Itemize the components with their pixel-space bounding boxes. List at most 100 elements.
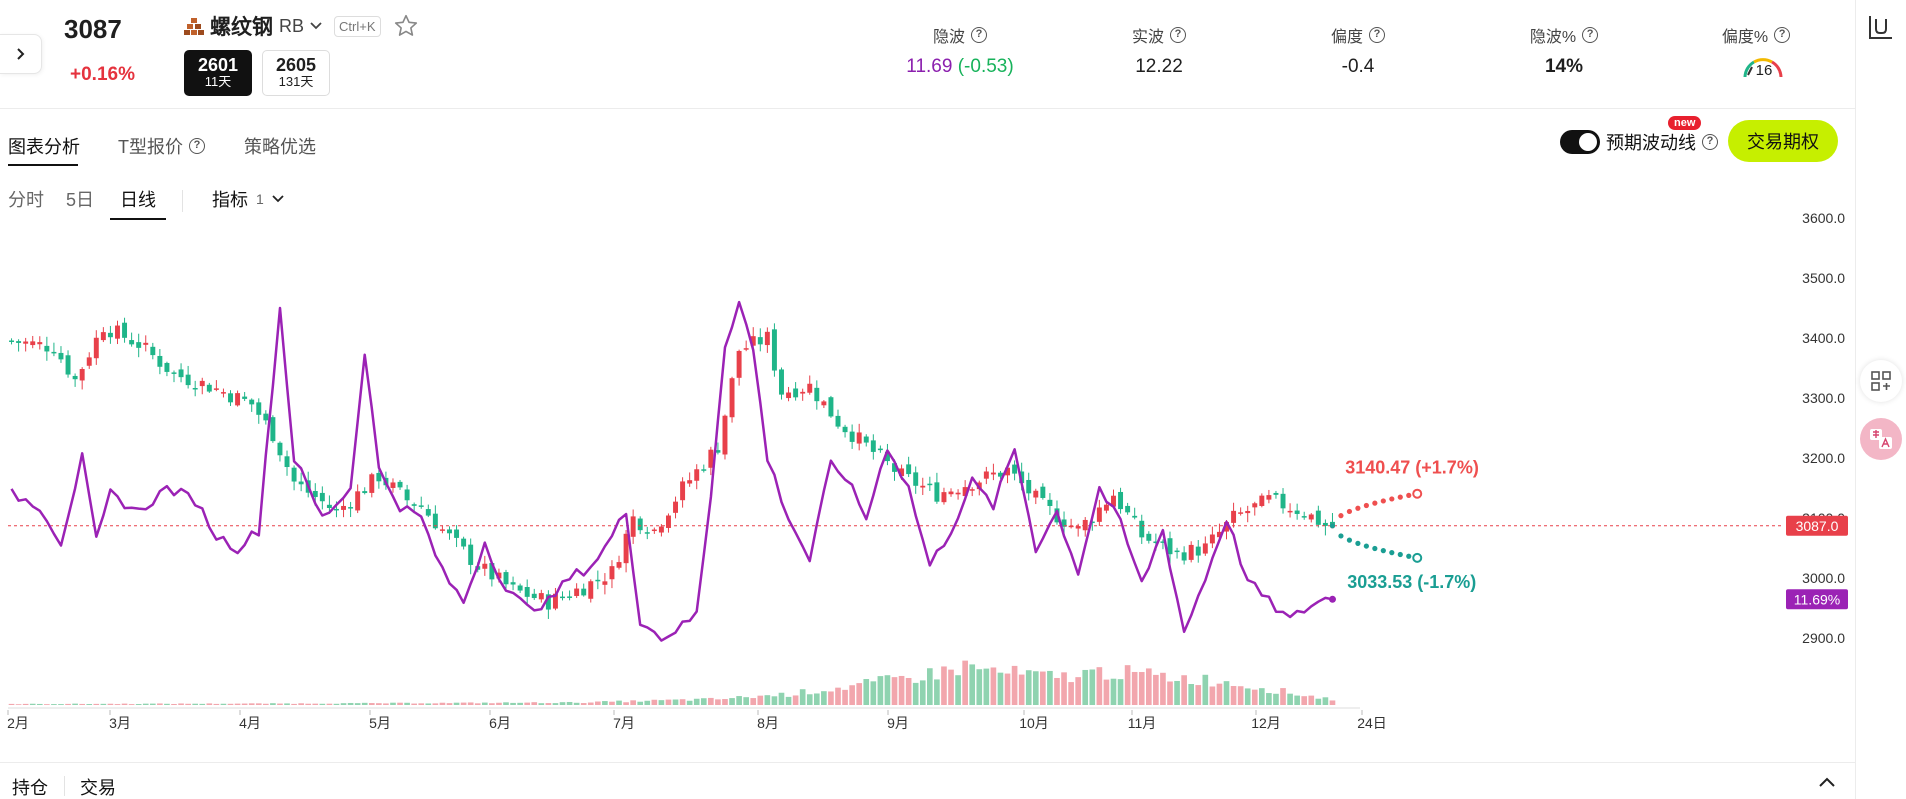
candle-body	[927, 483, 933, 486]
translate-button[interactable]	[1860, 418, 1902, 460]
candle-body	[1139, 520, 1145, 538]
candle-body	[1273, 492, 1279, 495]
new-badge: new	[1668, 116, 1702, 130]
contract-2605-button[interactable]: 2605 131天	[262, 50, 330, 96]
candle-body	[93, 337, 99, 359]
candle-body	[1153, 541, 1159, 544]
candle-body	[256, 402, 262, 415]
candle-body	[581, 588, 587, 596]
volume-bar	[255, 703, 262, 705]
x-tick-label: 10月	[1019, 715, 1049, 731]
tab-chart-analysis[interactable]: 图表分析	[8, 126, 80, 166]
volume-bar	[1096, 667, 1103, 705]
candle-body	[199, 380, 205, 387]
volume-bar	[927, 668, 933, 705]
main-panel: 3087 +0.16% 螺纹钢 RB Ctrl+K 2601 11天 2605 …	[0, 12, 1855, 798]
candle-body	[171, 372, 177, 374]
forecast-down-dot	[1363, 543, 1369, 549]
contract-2601-button[interactable]: 2601 11天	[184, 50, 252, 96]
candle-body	[1047, 499, 1053, 506]
forecast-up-dot	[1355, 505, 1361, 511]
tab-t-quote[interactable]: T型报价?	[118, 126, 205, 166]
candle-body	[362, 491, 368, 494]
help-icon[interactable]: ?	[1369, 27, 1385, 43]
candle-body	[1287, 510, 1293, 513]
volume-bar	[171, 703, 177, 705]
chevron-up-icon[interactable]	[1818, 776, 1836, 790]
volume-bar	[347, 702, 354, 705]
toggle-switch[interactable]	[1560, 130, 1600, 154]
volume-bar	[573, 702, 580, 705]
chart-style-button[interactable]	[1860, 6, 1902, 48]
candle-body	[284, 456, 290, 468]
star-icon[interactable]	[393, 13, 419, 39]
x-tick-label: 6月	[489, 715, 511, 731]
volume-bar	[616, 700, 622, 705]
indicator-label: 指标	[212, 190, 248, 210]
volume-bar	[1209, 686, 1216, 705]
volume-bar	[333, 703, 340, 705]
forecast-down-dot	[1397, 551, 1403, 558]
chevron-down-icon	[310, 22, 322, 30]
volume-bar	[86, 704, 93, 705]
help-icon[interactable]: ?	[189, 138, 205, 154]
candle-body	[1238, 512, 1244, 514]
volume-bar	[1018, 674, 1025, 705]
volume-bar	[1216, 683, 1223, 705]
help-icon[interactable]: ?	[1702, 134, 1718, 150]
candle-body	[722, 415, 728, 455]
trade-options-button[interactable]: 交易期权	[1728, 120, 1838, 162]
volume-bars	[8, 660, 1336, 705]
volume-bar	[1301, 696, 1308, 705]
candle-body	[185, 374, 191, 386]
layout-button[interactable]	[1860, 360, 1902, 402]
help-icon[interactable]: ?	[1170, 27, 1186, 43]
period-5day[interactable]: 5日	[66, 190, 95, 210]
candle-body	[489, 563, 495, 580]
help-icon[interactable]: ?	[1774, 27, 1791, 43]
symbol-selector[interactable]: 螺纹钢 RB Ctrl+K	[184, 12, 419, 40]
candle-body	[1118, 491, 1124, 510]
indicator-dropdown[interactable]: 指标 1	[212, 186, 284, 212]
tab-strategy[interactable]: 策略优选	[244, 126, 316, 166]
candle-body	[157, 355, 163, 367]
volume-bar	[651, 699, 658, 705]
price-chart[interactable]: 3600.03500.03400.03300.03200.03100.03000…	[0, 180, 1855, 740]
volume-bar	[849, 685, 855, 705]
volume-bar	[962, 660, 968, 705]
period-daily[interactable]: 日线	[120, 190, 156, 210]
volume-bar	[418, 703, 425, 705]
help-icon[interactable]: ?	[971, 27, 987, 43]
volume-bar	[708, 697, 714, 705]
expand-sidebar-button[interactable]	[0, 34, 42, 74]
candle-body	[630, 516, 636, 537]
metric-value: 16	[1755, 61, 1773, 79]
volume-bar	[404, 702, 410, 705]
candle-body	[1202, 543, 1208, 554]
candle-body	[447, 529, 452, 534]
volume-bar	[312, 703, 319, 705]
tab-trade[interactable]: 交易	[80, 778, 116, 798]
help-icon[interactable]: ?	[1582, 27, 1599, 43]
tab-positions[interactable]: 持仓	[12, 778, 48, 798]
expected-vol-line-toggle[interactable]: 预期波动线 ?	[1560, 128, 1718, 156]
period-intraday[interactable]: 分时	[8, 190, 44, 210]
expected-move-cone	[1329, 488, 1423, 563]
volume-bar	[531, 702, 538, 705]
candle-body	[1111, 495, 1116, 507]
metric-label: 偏度	[1330, 29, 1363, 46]
contract-days-left: 11天	[204, 74, 232, 89]
volume-bar	[93, 703, 100, 705]
candle-body	[333, 508, 339, 511]
forecast-up-dot	[1338, 513, 1344, 519]
candle-body	[1209, 534, 1215, 544]
volume-bar	[121, 703, 128, 705]
candle-body	[369, 474, 375, 493]
y-tick-label: 3300.0	[1802, 390, 1845, 406]
candle-body	[411, 504, 417, 506]
volume-bar	[828, 691, 834, 705]
x-tick-label: 5月	[369, 715, 391, 731]
volume-bar	[679, 699, 686, 705]
tab-label: 图表分析	[8, 137, 80, 157]
metric-value: 11.69	[906, 56, 953, 77]
